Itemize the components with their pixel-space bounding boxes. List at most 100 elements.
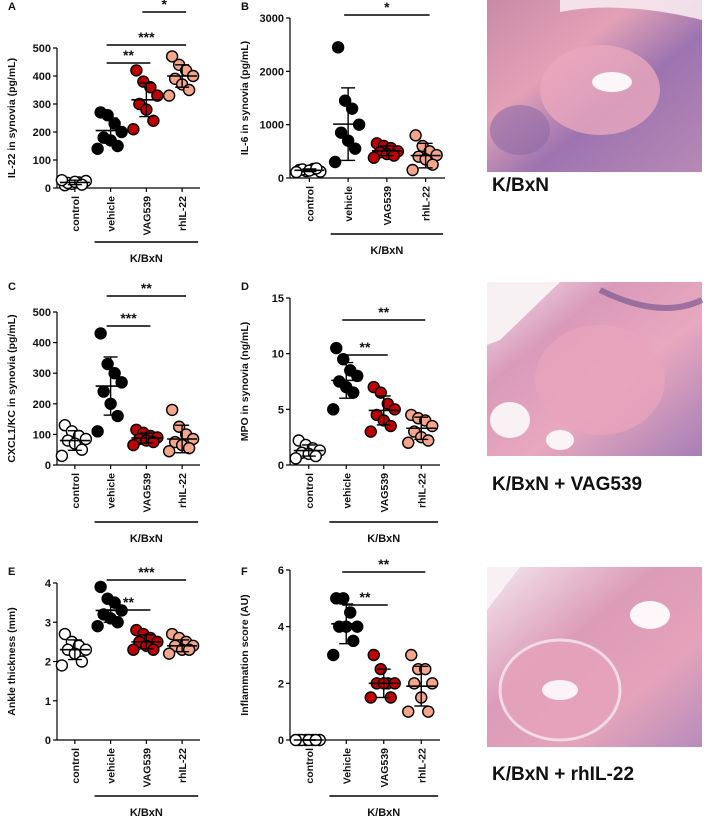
- data-point: [108, 596, 121, 609]
- y-tick-label: 400: [33, 338, 51, 350]
- data-point: [130, 64, 143, 77]
- data-point: [409, 129, 422, 142]
- data-point: [334, 126, 348, 139]
- x-tick-label: rhIL-22: [177, 196, 189, 231]
- y-tick-label: 500: [33, 43, 51, 55]
- data-point: [127, 122, 140, 136]
- x-tick-label: rhIL-22: [177, 473, 189, 508]
- y-tick-label: 0: [278, 173, 284, 185]
- y-tick-label: 3000: [260, 13, 284, 25]
- data-point: [344, 606, 357, 619]
- data-point: [406, 163, 419, 177]
- y-tick-label: 100: [33, 429, 51, 441]
- data-point: [111, 139, 124, 153]
- y-tick-label: 5: [278, 404, 284, 416]
- data-point: [351, 369, 364, 383]
- data-point: [91, 142, 104, 156]
- significance-label: *: [162, 0, 168, 12]
- y-tick-label: 2000: [260, 66, 284, 78]
- data-point: [75, 655, 89, 668]
- data-point: [327, 648, 340, 662]
- data-point: [115, 376, 128, 389]
- data-point: [91, 425, 104, 438]
- significance-label: **: [123, 594, 134, 610]
- y-tick-label: 400: [33, 71, 51, 83]
- histology-image: [487, 567, 702, 747]
- x-tick-label: VAG539: [141, 473, 153, 513]
- significance-label: *: [384, 0, 390, 15]
- dot-plot: F 0 2 4 6 Inflammation score (AU) control Vehic…: [239, 556, 440, 819]
- data-point: [402, 705, 415, 718]
- data-point: [347, 634, 360, 648]
- data-point: [55, 173, 69, 187]
- data-point: [58, 627, 72, 641]
- significance-label: **: [378, 304, 389, 320]
- image-caption: K/BxN: [492, 175, 549, 196]
- group-label: K/BxN: [130, 807, 163, 819]
- data-point: [147, 114, 160, 128]
- x-tick-label: VAG539: [379, 748, 391, 788]
- data-point: [147, 435, 160, 449]
- significance-label: ***: [120, 310, 137, 326]
- y-axis-label: MPO in synovia (ng/mL): [239, 322, 251, 442]
- y-tick-label: 1: [45, 696, 51, 708]
- data-point: [162, 89, 176, 102]
- data-point: [367, 648, 380, 662]
- data-point: [337, 592, 350, 605]
- x-tick-label: rhIL-22: [416, 748, 428, 783]
- y-axis-label: IL-6 in synovia (pg/mL): [239, 41, 251, 155]
- y-axis-label: CXCL1/KC in synovia (pg/mL): [6, 314, 18, 462]
- data-point: [328, 155, 342, 169]
- x-tick-label: control: [304, 186, 316, 222]
- group-label: K/BxN: [130, 253, 163, 265]
- y-axis-label: Inflammation score (AU): [239, 594, 251, 715]
- dot-plot: E 0 1 2 3 4 Ankle thickness (mm) control vehicle…: [6, 564, 200, 819]
- panel-letter: D: [241, 281, 249, 293]
- data-point: [127, 643, 140, 656]
- data-point: [289, 452, 302, 465]
- data-point: [94, 580, 107, 594]
- panel-letter: B: [241, 1, 249, 13]
- x-tick-label: control: [70, 196, 82, 232]
- y-tick-label: 1000: [260, 120, 284, 132]
- dot-plot: D 0 5 10 15 MPO in synovia (ng/mL) control vehi…: [239, 281, 440, 545]
- data-point: [402, 436, 415, 449]
- y-tick-label: 200: [33, 127, 51, 139]
- dot-plot: B 0 1000 2000 3000 IL-6 in synovia (pg/mL) con…: [239, 0, 445, 257]
- data-point: [147, 643, 160, 656]
- y-tick-label: 500: [33, 307, 51, 319]
- data-point: [97, 385, 110, 398]
- y-tick-label: 0: [278, 460, 284, 472]
- panel-letter: A: [8, 1, 16, 13]
- x-tick-label: vehicle: [341, 473, 353, 509]
- data-point: [351, 620, 364, 633]
- data-point: [367, 151, 381, 164]
- x-tick-label: vehicle: [343, 186, 355, 222]
- y-tick-label: 300: [33, 99, 51, 111]
- dot-plot: C 0 100 200 300 400 500 CXCL1/KC in synovia (pg…: [6, 280, 200, 545]
- data-point: [405, 648, 418, 662]
- data-point: [408, 677, 421, 690]
- group-label: K/BxN: [130, 533, 163, 545]
- significance-label: ***: [138, 564, 155, 580]
- significance-label: **: [360, 339, 371, 355]
- data-point: [165, 403, 179, 417]
- x-tick-label: control: [304, 473, 316, 509]
- data-point: [364, 691, 377, 704]
- data-point: [364, 425, 377, 438]
- y-tick-label: 6: [278, 565, 284, 577]
- data-point: [108, 367, 121, 380]
- data-point: [79, 432, 93, 446]
- data-point: [422, 705, 435, 718]
- data-point: [330, 341, 343, 355]
- significance-label: **: [123, 47, 134, 63]
- x-tick-label: vehicle: [106, 196, 118, 232]
- data-point: [348, 142, 362, 155]
- data-point: [55, 659, 69, 672]
- x-tick-label: Vehicle: [341, 748, 353, 784]
- x-tick-label: control: [70, 748, 82, 784]
- y-tick-label: 15: [272, 293, 284, 305]
- x-tick-label: VAG539: [382, 186, 394, 226]
- data-point: [290, 165, 303, 179]
